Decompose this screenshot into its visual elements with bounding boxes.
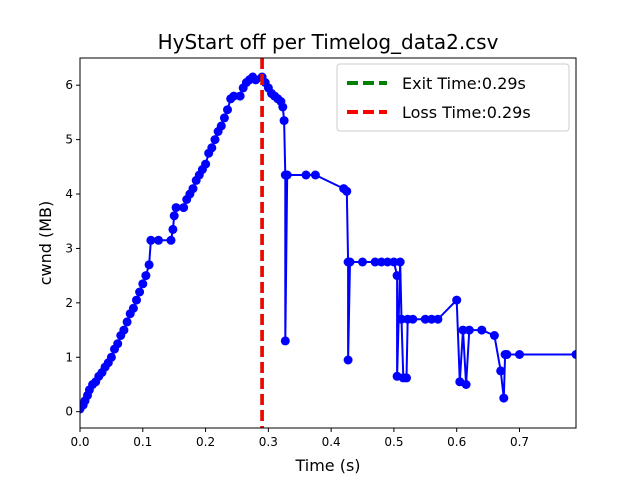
data-point (496, 366, 506, 376)
data-point (154, 235, 163, 245)
data-point (389, 257, 399, 267)
data-point (427, 314, 437, 324)
x-tick-label: 0.1 (133, 435, 152, 449)
legend-loss-time-label: Loss Time:0.29s (402, 103, 531, 122)
data-point (113, 339, 123, 349)
data-point (128, 303, 138, 313)
data-point (395, 257, 405, 267)
data-point (461, 380, 471, 389)
legend-box (336, 63, 570, 132)
data-point (433, 314, 443, 324)
x-tick-label: 0.6 (447, 435, 466, 449)
data-point (207, 143, 217, 153)
data-point (376, 257, 386, 267)
data-point (229, 91, 239, 101)
data-point (141, 271, 151, 281)
y-tick-label: 1 (65, 350, 73, 364)
data-point (210, 135, 220, 145)
data-point (122, 317, 132, 327)
y-tick-label: 2 (65, 296, 73, 310)
data-point (458, 325, 468, 335)
x-tick-label: 0.5 (384, 435, 403, 449)
data-point (166, 235, 176, 245)
data-point (397, 314, 406, 324)
data-point (223, 105, 232, 115)
x-tick-label: 0.7 (510, 435, 529, 449)
data-point (502, 350, 512, 359)
y-tick-label: 6 (65, 78, 73, 92)
x-tick-label: 0.3 (259, 435, 278, 449)
data-point (106, 352, 116, 362)
data-point (342, 186, 352, 196)
x-axis-label: Time (s) (294, 456, 360, 475)
data-point (279, 116, 289, 126)
data-point (408, 314, 418, 324)
y-tick-label: 3 (65, 241, 73, 255)
legend: Exit Time:0.29s Loss Time:0.29s (336, 63, 570, 132)
data-point (370, 257, 380, 267)
y-axis-ticks: 0 1 2 3 4 5 6 (65, 78, 80, 419)
data-point (188, 184, 198, 194)
data-point (452, 295, 462, 305)
data-point (280, 336, 290, 346)
series-group (80, 72, 576, 414)
data-point (358, 257, 367, 267)
data-point (310, 170, 320, 180)
data-point (383, 257, 393, 267)
data-point (171, 203, 181, 213)
data-point (119, 325, 129, 335)
plot-frame (79, 57, 577, 429)
data-point (499, 393, 509, 403)
x-tick-label: 0.2 (196, 435, 215, 449)
chart-title: HyStart off per Timelog_data2.csv (158, 30, 499, 54)
data-point (571, 350, 576, 359)
data-point (343, 355, 353, 365)
x-tick-label: 0.0 (70, 435, 89, 449)
y-tick-label: 5 (65, 133, 73, 147)
data-point (489, 331, 499, 340)
data-point (477, 325, 487, 335)
data-point (219, 113, 229, 123)
data-point (138, 279, 148, 289)
x-axis-ticks: 0.0 0.1 0.2 0.3 0.4 0.5 0.6 0.7 (70, 428, 529, 449)
data-point (179, 203, 189, 213)
x-tick-label: 0.4 (322, 435, 341, 449)
data-point (216, 121, 226, 131)
data-point (420, 314, 430, 324)
data-point (168, 224, 178, 234)
y-axis-label: cwnd (MB) (36, 201, 55, 286)
data-point (132, 295, 141, 305)
data-point (169, 211, 179, 221)
data-point (402, 373, 411, 383)
data-point (146, 235, 156, 245)
legend-exit-time-label: Exit Time:0.29s (402, 74, 526, 93)
data-point (235, 91, 245, 101)
y-tick-label: 4 (65, 187, 73, 201)
data-point (282, 170, 292, 180)
data-point (201, 159, 211, 169)
data-point (301, 170, 311, 180)
data-point (345, 257, 355, 267)
data-point (392, 271, 402, 281)
data-point (515, 350, 524, 359)
data-point (135, 287, 145, 297)
data-point (278, 102, 288, 112)
data-point (464, 325, 474, 335)
y-tick-label: 0 (65, 405, 73, 419)
data-point (144, 260, 154, 270)
